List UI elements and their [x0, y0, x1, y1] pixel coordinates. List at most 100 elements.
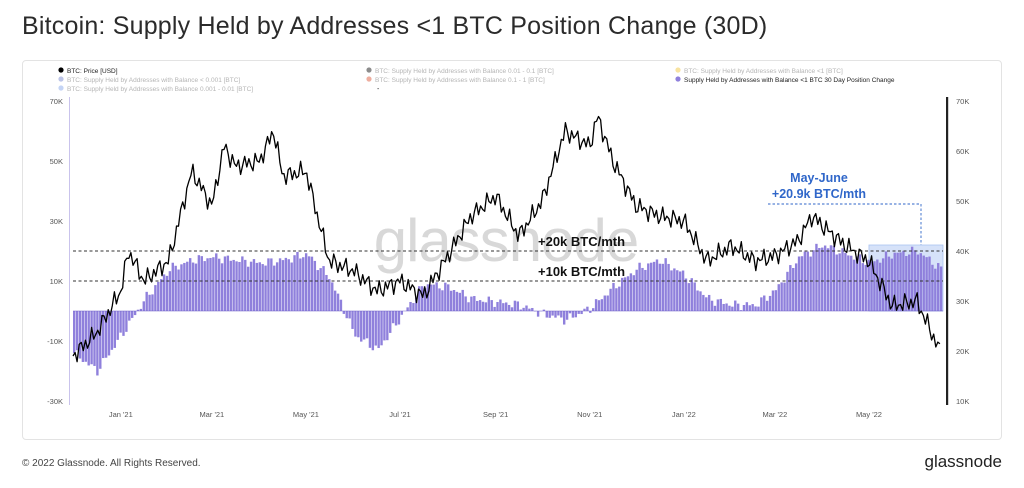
bar: [780, 282, 783, 311]
legend-marker: [675, 67, 681, 73]
bar: [739, 310, 743, 311]
bar: [742, 304, 746, 311]
y-tick-right: 30K: [956, 297, 969, 306]
brand-logo: glassnode: [924, 452, 1002, 471]
bar: [615, 288, 618, 311]
bar: [893, 252, 896, 311]
bar: [238, 261, 241, 311]
bar: [603, 295, 606, 311]
legend-label: BTC: Price [USD]: [67, 68, 118, 75]
bar: [125, 311, 128, 332]
bar: [939, 266, 943, 311]
bar: [789, 265, 792, 311]
bar: [765, 300, 769, 311]
y-tick-right: 60K: [956, 147, 969, 156]
bar: [116, 311, 119, 340]
bar: [806, 251, 809, 311]
bar: [336, 293, 340, 311]
bar: [119, 311, 122, 333]
y-tick-right: 50K: [956, 197, 969, 206]
bar: [908, 254, 911, 311]
bar: [136, 309, 140, 311]
bar: [354, 311, 357, 337]
bar: [458, 292, 462, 311]
legend-marker: [366, 76, 372, 82]
bar: [774, 290, 778, 311]
bar: [249, 261, 253, 311]
bar: [188, 258, 192, 311]
bar: [670, 270, 673, 311]
bar: [905, 255, 908, 311]
bar: [852, 259, 856, 311]
bar: [212, 257, 215, 311]
bar: [148, 294, 151, 311]
bar: [383, 311, 386, 341]
bar: [629, 273, 633, 311]
bar: [847, 255, 850, 311]
bar: [177, 269, 180, 311]
bar: [235, 261, 238, 311]
copyright-text: © 2022 Glassnode. All Rights Reserved.: [22, 458, 201, 469]
price-line: [72, 115, 941, 363]
bar: [412, 303, 415, 311]
bar: [319, 268, 322, 311]
bar: [84, 311, 87, 362]
bar: [812, 250, 815, 311]
bar: [934, 268, 937, 311]
bar: [490, 300, 493, 311]
bar: [577, 311, 580, 314]
bar: [406, 307, 409, 311]
bar: [835, 254, 838, 311]
y-tick-left: 50K: [50, 157, 63, 166]
bar: [687, 283, 691, 311]
bar: [191, 262, 195, 311]
legend-marker: [58, 85, 64, 91]
bar: [554, 311, 557, 318]
bar: [342, 311, 346, 314]
bar: [664, 258, 667, 311]
bar: [792, 268, 795, 311]
bar-series: [73, 243, 943, 376]
bar: [415, 297, 418, 311]
bar: [716, 299, 720, 311]
bar: [438, 288, 441, 311]
bar: [647, 263, 650, 311]
bar: [745, 302, 749, 311]
bar: [678, 271, 682, 311]
bar: [560, 311, 563, 318]
bar: [910, 246, 914, 311]
bar: [484, 302, 488, 311]
y-tick-left: 10K: [50, 277, 63, 286]
bar: [623, 277, 627, 311]
bar: [612, 282, 615, 311]
bar: [583, 308, 586, 311]
bar: [455, 291, 459, 311]
bar: [594, 299, 598, 311]
bar: [528, 308, 531, 311]
bar: [681, 270, 685, 311]
bar: [389, 311, 392, 333]
bar: [586, 306, 589, 311]
bar: [832, 245, 836, 311]
bar: [418, 286, 421, 311]
bar: [232, 259, 235, 311]
legend-marker: [58, 67, 64, 73]
bar: [510, 307, 514, 311]
bar: [522, 307, 525, 311]
price-series: [72, 115, 941, 363]
bar: [200, 256, 203, 311]
bar: [110, 311, 114, 350]
bar: [470, 296, 473, 311]
annotation-value: +20.9k BTC/mth: [772, 187, 866, 201]
bar: [362, 311, 366, 340]
bar: [104, 311, 108, 358]
bar: [400, 311, 404, 315]
x-tick: Mar '22: [762, 410, 787, 419]
bar: [244, 259, 247, 311]
bar: [722, 303, 725, 311]
bar: [368, 311, 372, 348]
bar: [223, 256, 227, 311]
bar: [513, 300, 517, 311]
legend-label: BTC: Supply Held by Addresses with Balan…: [67, 77, 240, 84]
bar: [391, 311, 395, 324]
